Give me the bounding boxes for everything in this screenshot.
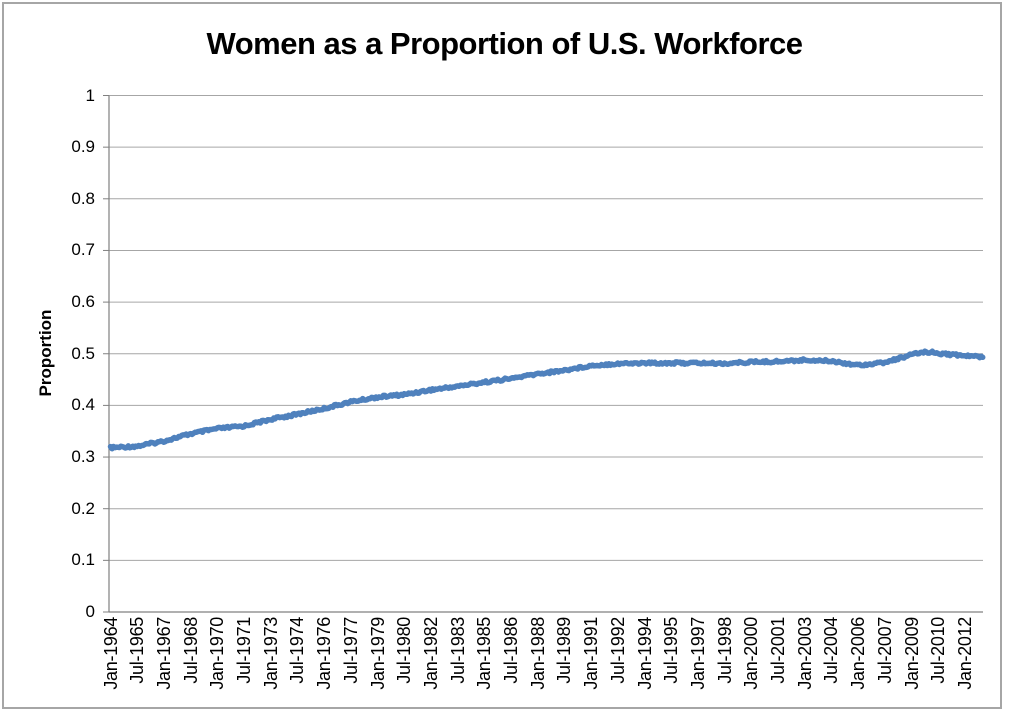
- x-tick-label: Jan-2000: [741, 617, 762, 690]
- x-tick-label: Jul-2010: [928, 617, 949, 684]
- x-tick-label: Jan-1964: [100, 617, 121, 690]
- y-tick-label: 0.1: [71, 550, 95, 570]
- x-tick-label: Jul-1980: [394, 617, 415, 684]
- y-tick-label: 0.8: [71, 188, 95, 208]
- x-tick-label: Jan-1988: [527, 617, 548, 690]
- chart-title: Women as a Proportion of U.S. Workforce: [206, 26, 804, 61]
- x-tick-label: Jan-1970: [207, 617, 228, 690]
- x-tick-label: Jul-1998: [714, 617, 735, 684]
- x-tick-label: Jul-1986: [501, 617, 521, 684]
- x-tick-label: Jul-1968: [180, 617, 201, 684]
- x-tick-label: Jan-1991: [581, 617, 602, 690]
- x-tick-label: Jul-1983: [447, 617, 468, 684]
- x-tick-label: Jan-1985: [474, 617, 495, 690]
- y-tick-label: 0.4: [71, 395, 95, 415]
- x-tick-label: Jul-1995: [661, 617, 682, 684]
- x-tick-label: Jan-1994: [634, 617, 655, 690]
- x-tick-label: Jan-1967: [153, 617, 174, 690]
- y-tick-label: 0.3: [71, 447, 95, 467]
- x-tick-label: Jul-1989: [554, 617, 575, 684]
- x-tick-label: Jan-2012: [954, 617, 975, 690]
- y-tick-label: 0.9: [71, 137, 95, 157]
- x-tick-label: Jul-2007: [874, 617, 895, 684]
- x-tick-label: Jul-1965: [127, 617, 148, 684]
- data-series-line: [107, 348, 986, 452]
- x-tick-label: Jan-1982: [420, 617, 441, 690]
- y-tick-label: 0.5: [71, 343, 95, 363]
- x-tick-label: Jan-1997: [687, 617, 708, 690]
- x-tick-label: Jul-1992: [607, 617, 628, 684]
- x-tick-label: Jul-1977: [340, 617, 361, 684]
- x-tick-label: Jan-1976: [314, 617, 335, 690]
- chart-outer-frame: [2, 2, 1002, 709]
- x-tick-label: Jul-1971: [234, 617, 254, 684]
- x-tick-label: Jan-2006: [848, 617, 869, 690]
- x-tick-label: Jan-2009: [901, 617, 922, 690]
- x-tick-label: Jul-2001: [768, 617, 788, 684]
- y-tick-label: 1: [85, 85, 95, 105]
- y-tick-label: 0.2: [71, 498, 95, 518]
- x-tick-label: Jan-1979: [367, 617, 388, 690]
- x-tick-label: Jan-2003: [794, 617, 815, 690]
- y-tick-label: 0: [85, 602, 95, 621]
- x-tick-label: Jul-1974: [287, 617, 308, 684]
- x-tick-label: Jul-2004: [821, 617, 842, 684]
- y-tick-label: 0.6: [71, 292, 95, 312]
- y-tick-label: 0.7: [71, 240, 95, 260]
- x-tick-label: Jan-1973: [260, 617, 281, 690]
